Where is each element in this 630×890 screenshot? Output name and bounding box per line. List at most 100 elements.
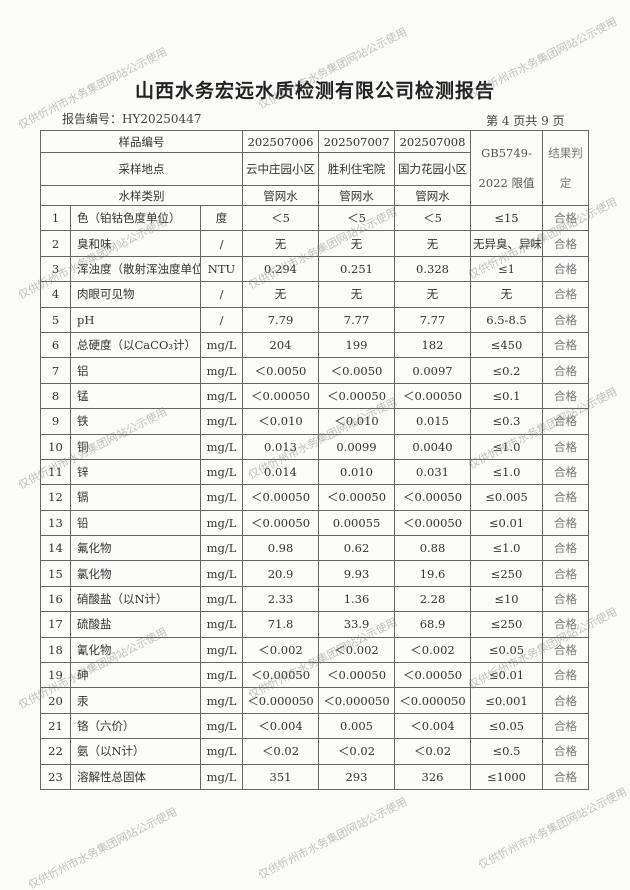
value-sample-2: ＜0.000050 <box>318 687 395 714</box>
sample-no: 202507006 <box>242 130 319 153</box>
unit: mg/L <box>200 408 243 435</box>
unit: mg/L <box>200 509 243 537</box>
item-name: 氯化物 <box>70 560 201 587</box>
row-number: 9 <box>40 408 71 435</box>
limit: ≤250 <box>470 611 543 638</box>
unit: mg/L <box>200 357 243 384</box>
limit: ≤0.005 <box>470 484 543 511</box>
limit: ≤1 <box>470 255 543 283</box>
table-row: 2 臭和味 / 无无无无异臭、异味 合格 <box>40 230 589 257</box>
value-sample-1: ＜0.002 <box>242 636 319 664</box>
value-sample-1: 0.014 <box>242 458 319 486</box>
location-label: 采样地点 <box>40 152 243 186</box>
unit: / <box>200 230 243 257</box>
unit: mg/L <box>200 611 243 638</box>
row-number: 13 <box>40 509 71 537</box>
row-number: 7 <box>40 357 71 384</box>
unit: mg/L <box>200 738 243 765</box>
result: 合格 <box>542 560 589 587</box>
type-label: 水样类别 <box>40 185 243 206</box>
value-sample-3: 326 <box>394 763 471 790</box>
value-sample-2: ＜0.010 <box>318 408 395 435</box>
value-sample-2: 9.93 <box>318 560 395 587</box>
value-sample-1: ＜0.004 <box>242 712 319 740</box>
result: 合格 <box>542 738 589 765</box>
value-sample-1: ＜0.000050 <box>242 687 319 714</box>
result: 合格 <box>542 535 589 562</box>
value-sample-3: 0.031 <box>394 458 471 486</box>
unit: mg/L <box>200 636 243 664</box>
item-name: 砷 <box>70 662 201 689</box>
table-row: 14 氟化物 mg/L 0.98 0.62 0.88 ≤1.0 合格 <box>40 535 589 562</box>
row-number: 22 <box>40 738 71 765</box>
item-name: 色（铂钴色度单位） <box>70 204 201 232</box>
value-sample-2: 199 <box>318 331 395 359</box>
value-sample-1: ＜0.00050 <box>242 509 319 537</box>
item-name: 铬（六价） <box>70 712 201 740</box>
row-number: 8 <box>40 382 71 410</box>
item-name: pH <box>70 306 201 333</box>
limit: ≤10 <box>470 585 543 613</box>
limit: ≤450 <box>470 331 543 359</box>
item-name: 氟化物 <box>70 535 201 562</box>
value-sample-2: ＜5 <box>318 204 395 232</box>
table-row: 19 砷 mg/L ＜0.00050 ＜0.00050 ＜0.00050 ≤0.01 合格 <box>40 662 589 689</box>
value-sample-2: ＜0.0050 <box>318 357 395 384</box>
value-sample-3: ＜0.00050 <box>394 484 471 511</box>
item-name: 氨（以N计） <box>70 738 201 765</box>
result: 合格 <box>542 382 589 410</box>
item-name: 硫酸盐 <box>70 611 201 638</box>
limit: ≤0.001 <box>470 687 543 714</box>
watermark: 仅供忻州市水务集团网站公示使用 <box>256 795 410 882</box>
value-sample-3: ＜5 <box>394 204 471 232</box>
limit: 无异臭、异味 <box>470 230 543 257</box>
row-number: 18 <box>40 636 71 664</box>
value-sample-2: 0.010 <box>318 458 395 486</box>
unit: mg/L <box>200 662 243 689</box>
result: 合格 <box>542 509 589 537</box>
value-sample-2: ＜0.00050 <box>318 382 395 410</box>
value-sample-1: ＜0.00050 <box>242 662 319 689</box>
value-sample-2: 293 <box>318 763 395 790</box>
value-sample-1: 71.8 <box>242 611 319 638</box>
limit: ≤1.0 <box>470 458 543 486</box>
row-number: 2 <box>40 230 71 257</box>
item-name: 铝 <box>70 357 201 384</box>
item-name: 铜 <box>70 433 201 460</box>
row-number: 4 <box>40 281 71 308</box>
unit: mg/L <box>200 458 243 486</box>
value-sample-1: ＜0.00050 <box>242 484 319 511</box>
header-row-location: 采样地点 云中庄园小区 胜利住宅院 国力花园小区 <box>40 152 589 186</box>
unit: mg/L <box>200 763 243 790</box>
item-name: 铁 <box>70 408 201 435</box>
unit: mg/L <box>200 560 243 587</box>
table-row: 17 硫酸盐 mg/L 71.8 33.9 68.9 ≤250 合格 <box>40 611 589 638</box>
value-sample-3: 0.015 <box>394 408 471 435</box>
value-sample-3: ＜0.00050 <box>394 509 471 537</box>
value-sample-3: 无 <box>394 281 471 308</box>
value-sample-2: 0.62 <box>318 535 395 562</box>
table-row: 12 镉 mg/L ＜0.00050 ＜0.00050 ＜0.00050 ≤0.005 合格 <box>40 484 589 511</box>
table-row: 15 氯化物 mg/L 20.9 9.93 19.6 ≤250 合格 <box>40 560 589 587</box>
table-row: 16 硝酸盐（以N计） mg/L 2.33 1.36 2.28 ≤10 合格 <box>40 585 589 613</box>
limit: ≤0.05 <box>470 636 543 664</box>
table-row: 8 锰 mg/L ＜0.00050 ＜0.00050 ＜0.00050 ≤0.1 合格 <box>40 382 589 410</box>
value-sample-3: 2.28 <box>394 585 471 613</box>
limit: ≤0.1 <box>470 382 543 410</box>
row-number: 5 <box>40 306 71 333</box>
row-number: 19 <box>40 662 71 689</box>
sample-no: 202507007 <box>318 130 395 153</box>
result: 合格 <box>542 281 589 308</box>
limit: ≤1.0 <box>470 535 543 562</box>
value-sample-3: 182 <box>394 331 471 359</box>
value-sample-1: ＜5 <box>242 204 319 232</box>
table-row: 1 色（铂钴色度单位）度＜5 ＜5 ＜5 ≤15 合格 <box>40 204 589 232</box>
unit: mg/L <box>200 687 243 714</box>
sample-location: 国力花园小区 <box>394 152 471 186</box>
result: 合格 <box>542 484 589 511</box>
limit: 无 <box>470 281 543 308</box>
sample-no-label: 样品编号 <box>40 130 243 153</box>
header-row-sample-no: 样品编号 202507006 202507007 202507008 GB574… <box>40 130 589 206</box>
row-number: 15 <box>40 560 71 587</box>
value-sample-3: 68.9 <box>394 611 471 638</box>
